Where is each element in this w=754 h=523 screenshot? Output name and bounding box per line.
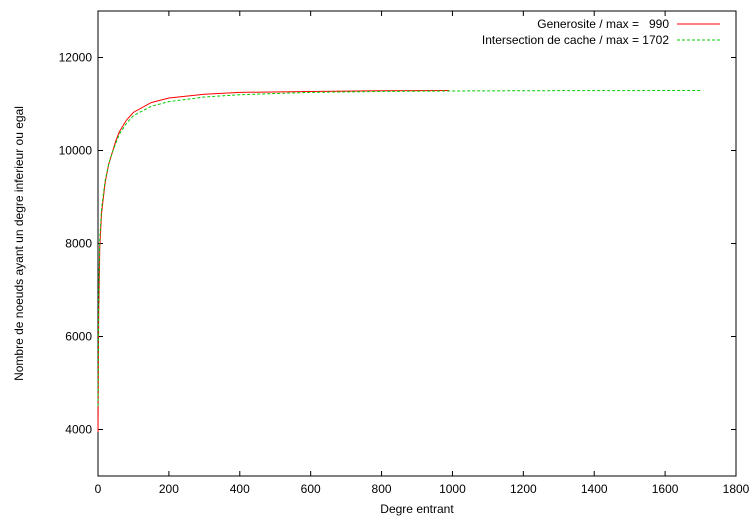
x-tick-label: 400 [230,482,250,496]
x-tick-label: 1800 [723,482,750,496]
series-line-1 [97,90,449,432]
axis-tick-labels: 0 200 400 600 800 1000 1200 1400 1600 1800 4000 600… [59,51,750,497]
x-tick-label: 800 [372,482,392,496]
x-tick-label: 0 [95,482,102,496]
x-tick-label: 1200 [510,482,537,496]
series-lines [97,90,702,432]
y-axis-title: Nombre de noeuds ayant un degre inferieu… [12,106,26,381]
legend-label: Generosite / max = 990 [537,17,669,31]
y-tick-label: 6000 [65,330,92,344]
x-tick-label: 1000 [439,482,466,496]
x-tick-label: 600 [301,482,321,496]
legend: Generosite / max = 990 Intersection de ca… [482,17,720,47]
series-line-2 [97,90,702,407]
plot-frame [97,10,737,477]
axis-ticks [97,11,737,476]
x-tick-label: 1600 [652,482,679,496]
x-axis-title: Degre entrant [380,502,454,516]
y-tick-label: 10000 [59,144,93,158]
x-tick-label: 1400 [581,482,608,496]
y-tick-label: 8000 [65,237,92,251]
y-tick-label: 4000 [65,423,92,437]
x-tick-label: 200 [159,482,179,496]
y-tick-label: 12000 [59,51,93,65]
legend-label: Intersection de cache / max = 1702 [482,33,669,47]
